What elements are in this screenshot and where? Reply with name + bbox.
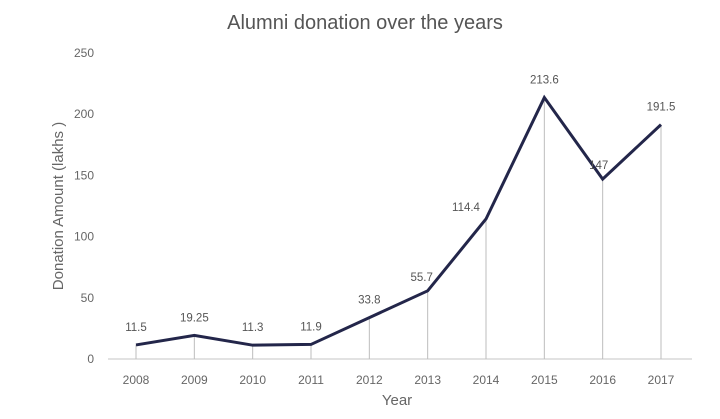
x-tick-label: 2010 — [239, 373, 266, 387]
y-tick-label: 0 — [87, 352, 94, 366]
y-tick-label: 150 — [74, 168, 94, 182]
data-label: 191.5 — [647, 102, 676, 114]
y-tick-label: 50 — [81, 291, 95, 305]
x-tick-label: 2009 — [181, 373, 208, 387]
x-tick-label: 2016 — [589, 373, 616, 387]
chart-title: Alumni donation over the years — [227, 12, 503, 34]
x-tick-label: 2011 — [298, 373, 324, 387]
data-label: 55.7 — [410, 272, 432, 284]
data-label: 114.4 — [452, 202, 481, 214]
y-tick-label: 250 — [74, 46, 94, 60]
x-tick-label: 2014 — [473, 373, 500, 387]
data-label: 213.6 — [530, 75, 559, 87]
x-tick-label: 2015 — [531, 373, 558, 387]
data-label: 11.9 — [300, 321, 322, 333]
data-label: 19.25 — [180, 312, 209, 324]
data-line — [135, 94, 663, 347]
x-tick-label: 2013 — [414, 373, 441, 387]
data-label: 11.3 — [242, 322, 264, 334]
y-tick-label: 200 — [74, 107, 94, 121]
y-axis-label: Donation Amount (lakhs ) — [50, 122, 67, 290]
x-tick-label: 2008 — [123, 373, 150, 387]
y-tick-label: 100 — [74, 230, 94, 244]
data-label: 11.5 — [125, 322, 147, 334]
x-tick-label: 2012 — [356, 373, 383, 387]
data-label: 33.8 — [358, 295, 380, 307]
x-axis-label: Year — [382, 392, 412, 409]
x-tick-label: 2017 — [648, 373, 675, 387]
data-label: 147 — [589, 160, 608, 172]
